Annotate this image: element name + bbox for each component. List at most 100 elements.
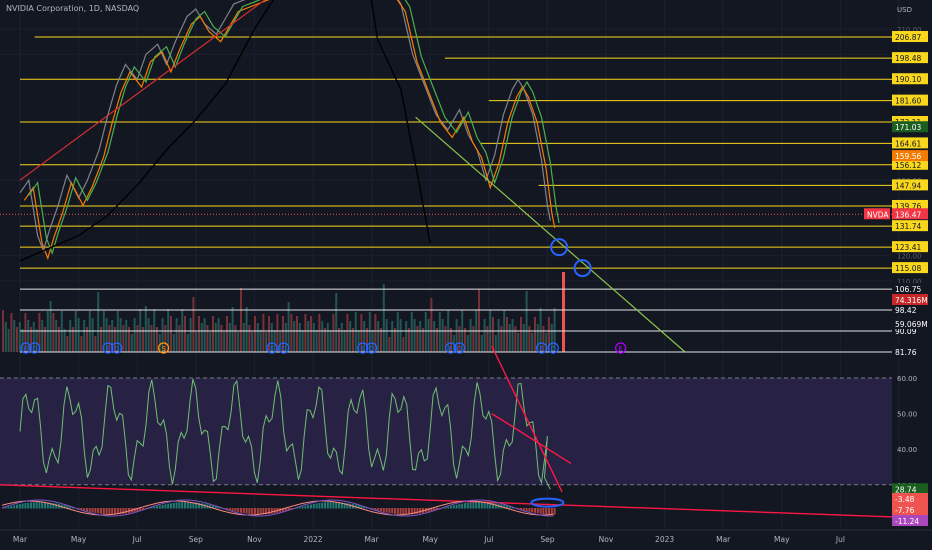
volume-bar: [388, 337, 391, 352]
level-badge-bg: [892, 199, 928, 211]
macd-hist: [2, 508, 4, 509]
level-badge: 106.75: [895, 285, 921, 294]
volume-bar: [10, 313, 13, 352]
macd-hist: [332, 502, 335, 509]
volume-bar: [391, 321, 394, 352]
level-badge-bg: [892, 346, 928, 357]
level-badge: 206.87: [895, 33, 921, 42]
ma-200: [19, 0, 431, 262]
macd-hist: [436, 508, 438, 510]
volume-bar: [270, 323, 273, 352]
macd-hist: [455, 504, 458, 509]
rsi-trendline-2: [491, 345, 563, 493]
highlight-circle: [550, 238, 569, 257]
macd-hist: [525, 508, 528, 512]
price-lines: [19, 0, 686, 353]
level-badge: 115.08: [895, 264, 921, 273]
time-axis[interactable]: Mar May Jul Sep Nov 2022 Mar May Jul Sep Nov 2023 Ma…: [0, 529, 932, 544]
volume-bar: [21, 329, 24, 352]
volume-bar: [332, 314, 335, 352]
volume-bar: [136, 325, 139, 352]
price-axis[interactable]: USD210.00200.00150.00120.00110.00206.871…: [864, 6, 928, 526]
macd-hist: [55, 503, 58, 509]
volume-bar: [100, 327, 102, 352]
event-marker: [111, 342, 123, 354]
price-tick: 210.00: [897, 26, 922, 34]
macd-hist: [35, 502, 38, 509]
event-marker-label: D: [551, 345, 556, 353]
level-badge: 98.42: [895, 306, 917, 315]
volume-bar: [287, 302, 290, 352]
volume-bar: [394, 328, 396, 352]
rsi-circle: [530, 497, 565, 508]
volume-bar: [206, 325, 209, 352]
volume-bar: [517, 333, 520, 352]
volume-bar: [424, 312, 427, 352]
volume-bar: [94, 336, 97, 352]
macd-hist: [170, 503, 172, 509]
price-badge: 159.56: [895, 152, 921, 161]
volume-bar: [492, 317, 494, 352]
event-marker: [615, 342, 627, 354]
volume-bar: [161, 318, 164, 352]
macd-hist: [469, 502, 472, 509]
level-badge: 81.76: [895, 348, 917, 357]
channel-upper: [19, 0, 266, 181]
macd-hist: [324, 502, 326, 509]
volume-bar: [545, 333, 548, 352]
macd-hist: [251, 508, 254, 515]
volume-bar: [262, 314, 265, 352]
macd-hist: [503, 505, 506, 509]
volume-bar: [125, 320, 128, 352]
macd-hist: [343, 502, 346, 509]
volume-bar: [119, 318, 122, 352]
macd-hist: [158, 505, 161, 509]
event-marker-label: E: [448, 345, 452, 353]
level-badge-bg: [892, 220, 928, 232]
volume-bar: [500, 326, 503, 352]
level-badge-bg: [892, 325, 928, 337]
rsi-line: [19, 378, 551, 490]
macd-hist: [433, 508, 436, 511]
volume-bar: [217, 318, 220, 352]
volume-bar: [220, 325, 223, 352]
price-series: [19, 0, 551, 253]
volume-bar: [38, 313, 41, 352]
level-badge-bg: [892, 52, 928, 64]
event-marker-label: E: [361, 345, 365, 353]
volume-bar: [450, 328, 452, 352]
volume-bar: [441, 319, 444, 352]
volume-bar: [396, 312, 399, 352]
volume-bar: [273, 330, 276, 352]
time-tick: May: [774, 535, 790, 544]
macd-hist: [326, 502, 329, 509]
macd-hist: [175, 502, 178, 509]
event-marker-label: E: [618, 345, 622, 353]
volume-bar: [128, 327, 130, 352]
currency-label: USD: [897, 6, 912, 14]
macd-hist: [508, 506, 511, 509]
volume-bar: [72, 327, 74, 352]
macd-hist: [108, 508, 111, 515]
macd-hist: [511, 507, 514, 509]
macd-hist: [139, 508, 142, 511]
macd-hist: [161, 504, 164, 509]
macd-hist: [382, 508, 385, 512]
event-marker-label: E: [270, 345, 274, 353]
time-tick: May: [71, 535, 87, 544]
volume-bar: [158, 334, 161, 352]
macd-hist: [550, 508, 553, 515]
macd-hist: [69, 506, 72, 509]
event-marker-label: E: [106, 345, 110, 353]
volume-bar: [366, 328, 368, 352]
macd-hist: [198, 502, 200, 509]
macd-hist: [38, 502, 41, 509]
macd-hist: [114, 508, 116, 515]
macd-hist: [357, 505, 360, 509]
level-badge: 156.12: [895, 161, 921, 170]
macd-hist: [539, 508, 542, 514]
macd-hist: [10, 505, 13, 509]
level-badge-bg: [892, 262, 928, 274]
